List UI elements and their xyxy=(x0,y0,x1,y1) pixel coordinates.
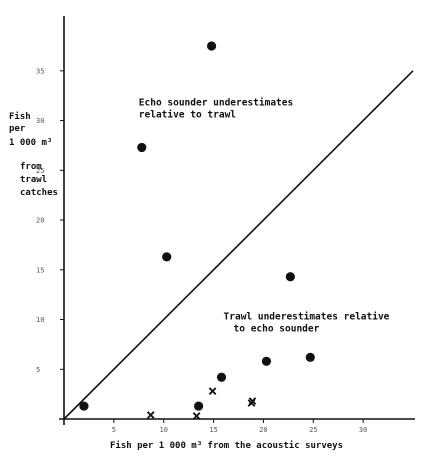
y-tick-label: 5 xyxy=(36,366,40,374)
data-point-circle xyxy=(261,356,272,366)
y-axis-title-line: trawl xyxy=(20,175,47,185)
x-tick-label: 25 xyxy=(309,426,317,434)
y-axis-title-line: per xyxy=(9,124,26,134)
y-axis-title-line: from xyxy=(20,162,42,172)
x-tick-label: 15 xyxy=(209,426,217,434)
data-point-cross xyxy=(208,387,217,395)
data-point-circle xyxy=(216,372,227,382)
y-axis-title-line: 1 000 m³ xyxy=(9,138,52,148)
y-tick-label: 15 xyxy=(36,266,44,274)
data-point-circle xyxy=(305,352,315,362)
annotation-text: to echo sounder xyxy=(234,324,320,335)
data-point-cross xyxy=(146,411,155,419)
y-tick-label: 25 xyxy=(36,167,44,175)
annotation-text: Trawl underestimates relative xyxy=(224,312,390,323)
annotation-text: Echo sounder underestimates xyxy=(139,98,293,109)
x-tick-label: 20 xyxy=(259,426,267,434)
y-tick-label: 10 xyxy=(36,316,44,324)
x-axis-title: Fish per 1 000 m³ from the acoustic surv… xyxy=(110,440,343,451)
y-axis-title-line: catches xyxy=(20,188,58,198)
y-axis-title-line: Fish xyxy=(9,111,31,122)
one-to-one-reference-line xyxy=(63,70,414,420)
data-point-cross xyxy=(192,412,201,420)
y-tick-label: 35 xyxy=(36,67,44,75)
data-point-circle xyxy=(79,401,89,411)
data-point-circle xyxy=(285,272,295,282)
x-tick-label: 10 xyxy=(159,426,167,434)
x-tick-label: 30 xyxy=(359,426,367,434)
data-point-circle xyxy=(137,142,147,153)
data-point-cross xyxy=(248,397,257,405)
y-tick-label: 30 xyxy=(36,117,44,125)
data-point-circle xyxy=(194,401,204,411)
annotation-text: relative to trawl xyxy=(139,110,237,121)
x-tick-label: 5 xyxy=(112,426,116,434)
y-tick-label: 20 xyxy=(36,217,44,225)
data-point-circle xyxy=(206,41,217,51)
data-point-circle xyxy=(162,252,172,262)
